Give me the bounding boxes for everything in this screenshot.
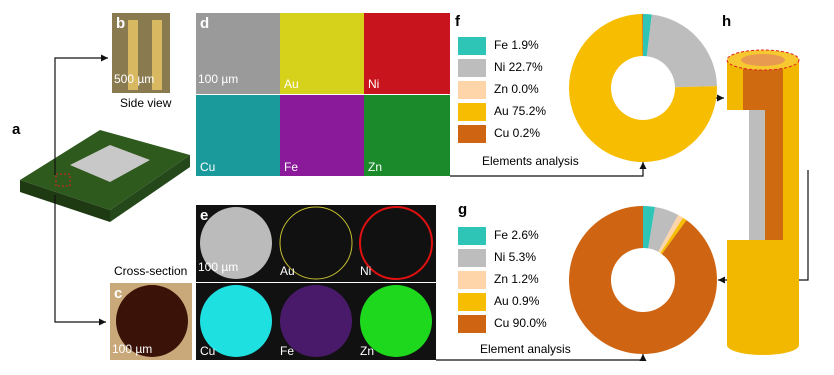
map-label: Fe (280, 344, 294, 358)
legend-swatch (458, 37, 486, 55)
donut-slice (569, 14, 717, 162)
annotation: Element analysis (480, 342, 571, 356)
donut-slice (660, 217, 687, 255)
legend-swatch (458, 103, 486, 121)
caption: Cross-section (114, 264, 187, 278)
map-label: Ni (368, 77, 379, 91)
map-label: Zn (368, 160, 382, 174)
arrows (54, 54, 809, 362)
map-label: Fe (284, 160, 298, 174)
legend-label: Ni 5.3% (494, 250, 536, 264)
cylinder (726, 49, 800, 355)
legend-label: Cu 0.2% (494, 126, 540, 140)
panel-label: a (12, 121, 21, 138)
legend-swatch (458, 59, 486, 77)
legend-label: Zn 1.2% (494, 272, 539, 286)
cross-section (116, 285, 188, 357)
chip-illustration (20, 130, 190, 222)
legend-label: Au 75.2% (494, 104, 546, 118)
map-label: Ni (360, 264, 371, 278)
map-label: Au (280, 264, 295, 278)
legend-swatch (458, 293, 486, 311)
legend-label: Ni 22.7% (494, 60, 543, 74)
legend-swatch (458, 227, 486, 245)
donut-slice (646, 14, 717, 88)
pin (128, 20, 138, 90)
legend-swatch (458, 315, 486, 333)
panel-label: c (114, 285, 122, 302)
panel-label: g (458, 201, 467, 218)
donut-slice (643, 14, 652, 57)
map-label: Zn (360, 344, 374, 358)
legend-swatch (458, 249, 486, 267)
scale-label: 100 µm (198, 72, 238, 86)
donut-slice (569, 206, 718, 355)
donut-slice (643, 206, 656, 249)
annotation: Elements analysis (482, 154, 579, 168)
panel-label: d (200, 15, 209, 32)
legend-swatch (458, 271, 486, 289)
legend-label: Cu 90.0% (494, 316, 547, 330)
eds-maps (196, 13, 450, 176)
donut-slice (648, 206, 679, 252)
panel-label: b (116, 15, 125, 32)
donut-slice (642, 14, 643, 57)
scale-label: 500 µm (114, 72, 154, 86)
legend-label: Zn 0.0% (494, 82, 539, 96)
legend-label: Fe 1.9% (494, 38, 539, 52)
panel-label: e (200, 207, 208, 224)
scale-label: 100 µm (198, 260, 238, 274)
eds-maps (196, 205, 436, 360)
legend-label: Au 0.9% (494, 294, 540, 308)
legend-swatch (458, 125, 486, 143)
pin (152, 20, 162, 90)
legend-swatch (458, 81, 486, 99)
panel-label: h (722, 13, 731, 30)
panel-label: f (455, 13, 461, 30)
caption: Side view (120, 96, 172, 110)
donut-slice (658, 214, 684, 254)
map-label: Cu (200, 160, 215, 174)
map-label: Au (284, 77, 299, 91)
map-label: Cu (200, 344, 215, 358)
legend-label: Fe 2.6% (494, 228, 539, 242)
scale-label: 100 µm (112, 342, 152, 356)
